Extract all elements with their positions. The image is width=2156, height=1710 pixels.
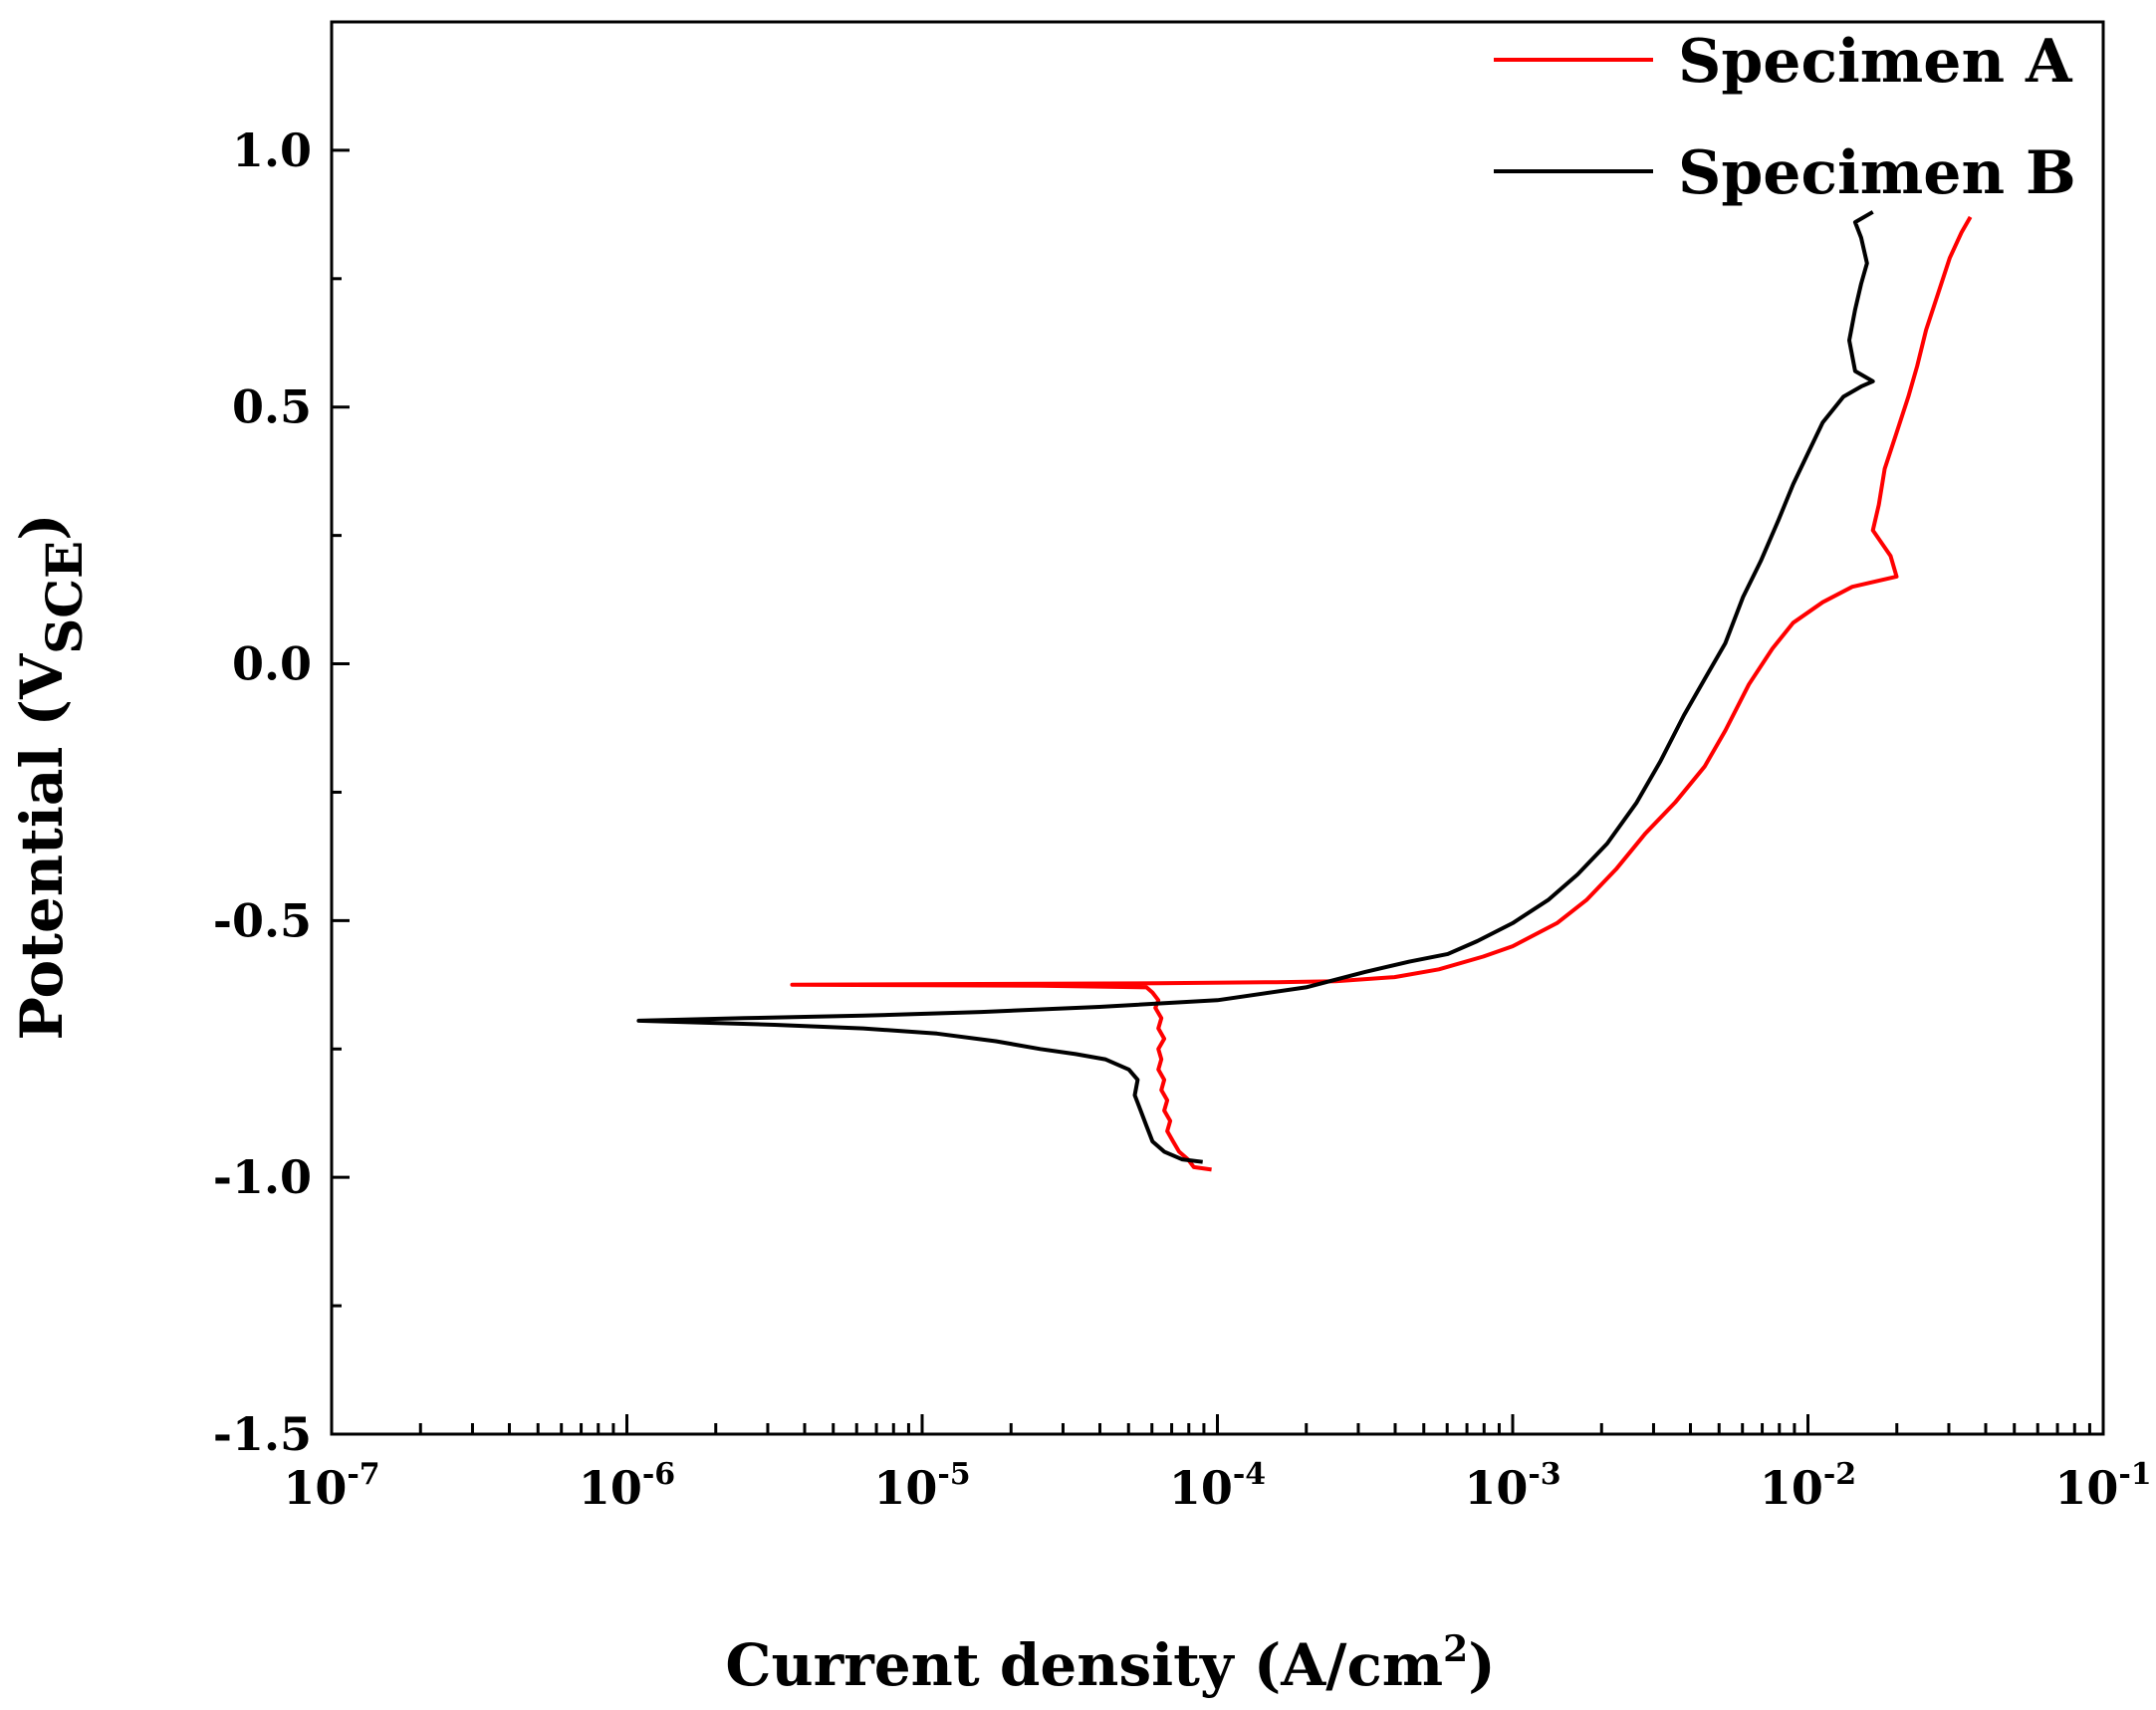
x-tick-label: 10-5 (873, 1457, 970, 1515)
y-axis: -1.5 -1.0 -0.5 0.0 0.5 1.0 (213, 20, 350, 1461)
x-axis: 10-7 10-6 10-5 10-4 10-3 10-2 10-1 (283, 1414, 2152, 1515)
y-tick-label: 0.0 (232, 637, 312, 691)
y-axis-title: Potential (VSCE) (8, 513, 94, 1040)
legend-label-specimen-b: Specimen B (1678, 138, 2076, 208)
x-tick-label: 10-1 (2054, 1457, 2151, 1515)
x-axis-title: Current density (A/cm2) (725, 1628, 1495, 1699)
y-tick-label: -1.5 (213, 1407, 312, 1461)
y-tick-label: -0.5 (213, 893, 312, 947)
series-line-specimen-b (636, 210, 1875, 1164)
x-axis-title-superscript: 2 (1443, 1628, 1468, 1670)
y-tick-label: 1.0 (232, 123, 312, 177)
legend-label-specimen-a: Specimen A (1678, 27, 2073, 97)
series-group (636, 210, 1973, 1172)
legend: Specimen A Specimen B (1494, 27, 2076, 208)
x-tick-label: 10-3 (1464, 1457, 1560, 1515)
x-tick-label: 10-4 (1169, 1457, 1266, 1515)
y-tick-label: -1.0 (213, 1150, 312, 1204)
x-tick-label: 10-2 (1760, 1457, 1856, 1515)
x-tick-label: 10-6 (579, 1457, 675, 1515)
x-axis-title-main: Current density (A/cm (725, 1631, 1443, 1699)
x-axis-title-close: ) (1468, 1631, 1495, 1699)
y-tick-label: 0.5 (232, 380, 312, 434)
x-tick-label: 10-7 (283, 1457, 379, 1515)
y-axis-title-subscript: SCE (35, 541, 94, 654)
y-axis-title-close: ) (8, 513, 76, 540)
series-line-specimen-a (790, 215, 1973, 1172)
y-axis-title-main: Potential (V (8, 653, 76, 1041)
